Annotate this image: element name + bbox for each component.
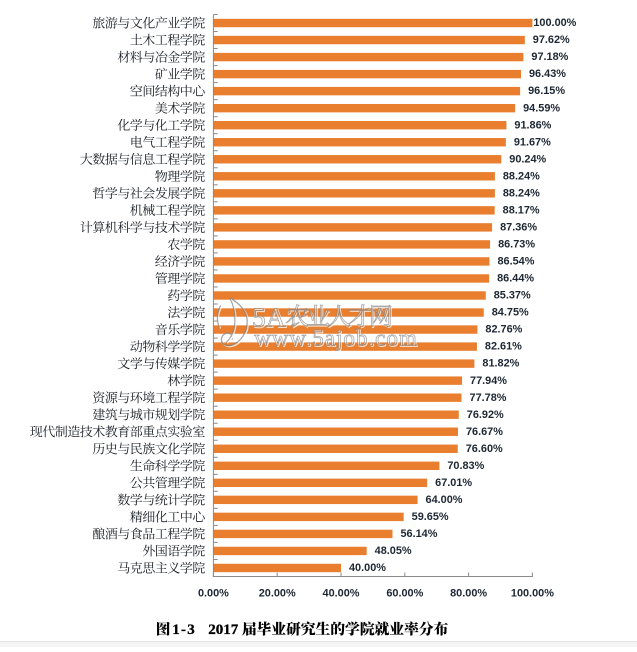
svg-text:86.73%: 86.73% bbox=[498, 239, 535, 251]
svg-text:40.00%: 40.00% bbox=[323, 588, 360, 600]
svg-text:91.67%: 91.67% bbox=[514, 136, 551, 148]
svg-text:67.01%: 67.01% bbox=[435, 477, 472, 489]
svg-text:77.94%: 77.94% bbox=[470, 375, 507, 387]
svg-text:82.76%: 82.76% bbox=[485, 324, 522, 336]
svg-text:86.54%: 86.54% bbox=[497, 256, 534, 268]
svg-text:1-3: 1-3 bbox=[172, 622, 196, 638]
svg-text:77.78%: 77.78% bbox=[470, 392, 507, 404]
svg-text:91.86%: 91.86% bbox=[514, 119, 551, 131]
svg-text:5A: 5A bbox=[253, 302, 287, 333]
svg-text:100.00%: 100.00% bbox=[533, 17, 576, 29]
svg-text:48.05%: 48.05% bbox=[375, 545, 412, 557]
svg-text:80.00%: 80.00% bbox=[450, 588, 487, 600]
svg-text:64.00%: 64.00% bbox=[426, 494, 463, 506]
svg-text:100.00%: 100.00% bbox=[511, 588, 554, 600]
svg-text:76.92%: 76.92% bbox=[467, 409, 504, 421]
svg-text:97.18%: 97.18% bbox=[531, 51, 568, 63]
svg-text:85.37%: 85.37% bbox=[494, 290, 531, 302]
svg-text:www.5ajob.com: www.5ajob.com bbox=[255, 326, 419, 351]
svg-text:70.83%: 70.83% bbox=[447, 460, 484, 472]
svg-text:94.59%: 94.59% bbox=[523, 102, 560, 114]
svg-text:56.14%: 56.14% bbox=[400, 528, 437, 540]
svg-text:90.24%: 90.24% bbox=[509, 153, 546, 165]
svg-text:76.67%: 76.67% bbox=[466, 426, 503, 438]
svg-text:84.75%: 84.75% bbox=[492, 307, 529, 319]
svg-text:96.43%: 96.43% bbox=[529, 68, 566, 80]
svg-text:5A: 5A bbox=[252, 301, 286, 332]
svg-text:81.82%: 81.82% bbox=[482, 358, 519, 370]
svg-text:20.00%: 20.00% bbox=[259, 588, 296, 600]
svg-text:60.00%: 60.00% bbox=[386, 588, 423, 600]
svg-text:82.61%: 82.61% bbox=[485, 341, 522, 353]
svg-text:59.65%: 59.65% bbox=[412, 511, 449, 523]
svg-text:76.60%: 76.60% bbox=[466, 443, 503, 455]
svg-text:88.24%: 88.24% bbox=[503, 187, 540, 199]
svg-text:2017: 2017 bbox=[208, 622, 239, 638]
svg-text:86.44%: 86.44% bbox=[497, 273, 534, 285]
svg-text:40.00%: 40.00% bbox=[349, 562, 386, 574]
svg-text:87.36%: 87.36% bbox=[500, 221, 537, 233]
svg-text:88.24%: 88.24% bbox=[503, 170, 540, 182]
svg-text:88.17%: 88.17% bbox=[503, 204, 540, 216]
svg-text:0.00%: 0.00% bbox=[198, 588, 229, 600]
svg-text:97.62%: 97.62% bbox=[533, 34, 570, 46]
svg-text:96.15%: 96.15% bbox=[528, 85, 565, 97]
svg-text:www.5ajob.com: www.5ajob.com bbox=[254, 325, 418, 350]
